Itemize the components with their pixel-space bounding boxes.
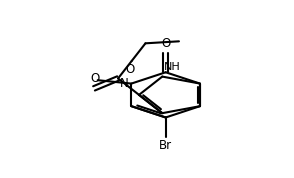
Text: O: O: [90, 72, 100, 85]
Text: NH: NH: [164, 62, 181, 72]
Text: N: N: [120, 77, 129, 90]
Text: Br: Br: [159, 139, 172, 152]
Text: O: O: [125, 63, 135, 76]
Text: O: O: [161, 36, 170, 49]
